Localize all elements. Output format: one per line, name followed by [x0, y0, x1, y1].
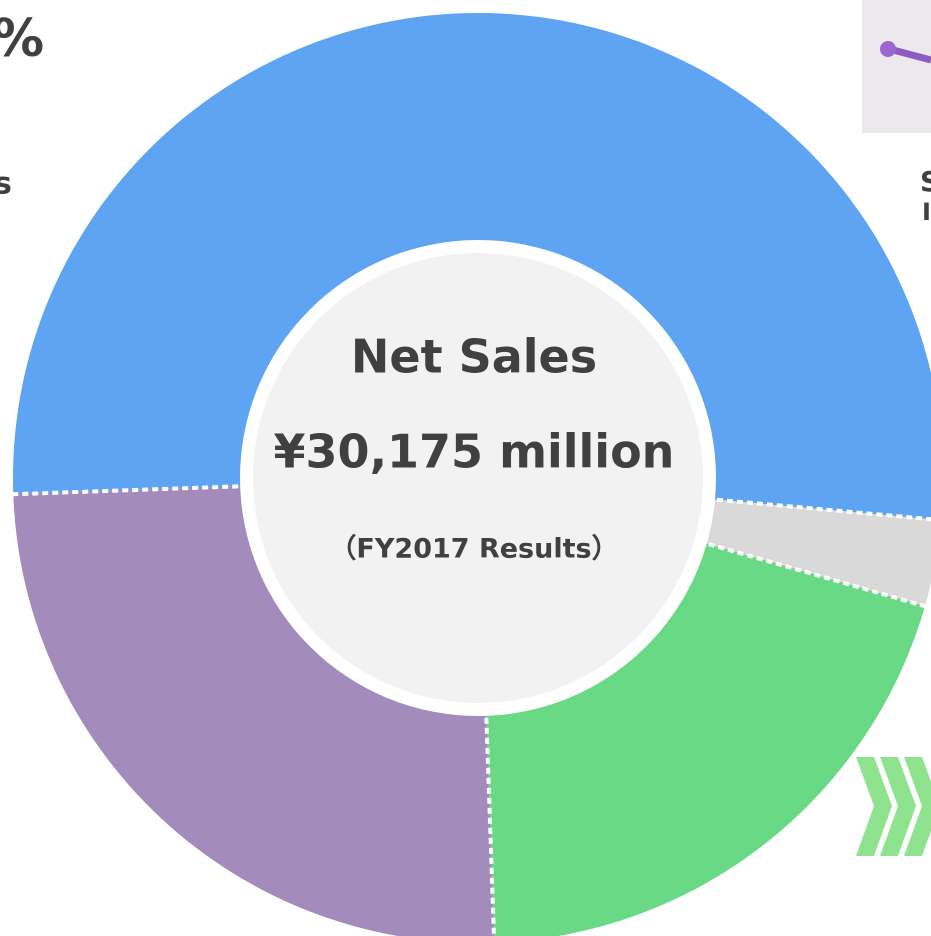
fragment-left: s: [0, 167, 12, 202]
slice-separator: [484, 707, 496, 936]
center-note: （FY2017 Results）: [329, 534, 618, 565]
product-thumbnail: [862, 0, 931, 133]
fragment-right-1: S: [920, 165, 931, 198]
fragment-right-2: I: [922, 198, 931, 226]
chevrons: [856, 757, 931, 856]
fragment-left-top: %: [0, 9, 44, 69]
thumbnail-pin: [892, 46, 931, 64]
separators: [8, 484, 931, 936]
center-value: ¥30,175 million: [274, 425, 675, 479]
center-title: Net Sales: [351, 330, 597, 384]
slice-separator: [706, 496, 931, 522]
slice-separator: [698, 539, 931, 610]
slice-separator: [8, 484, 249, 497]
thumbnail-pin-head: [880, 41, 896, 57]
center-disc: [253, 253, 703, 703]
